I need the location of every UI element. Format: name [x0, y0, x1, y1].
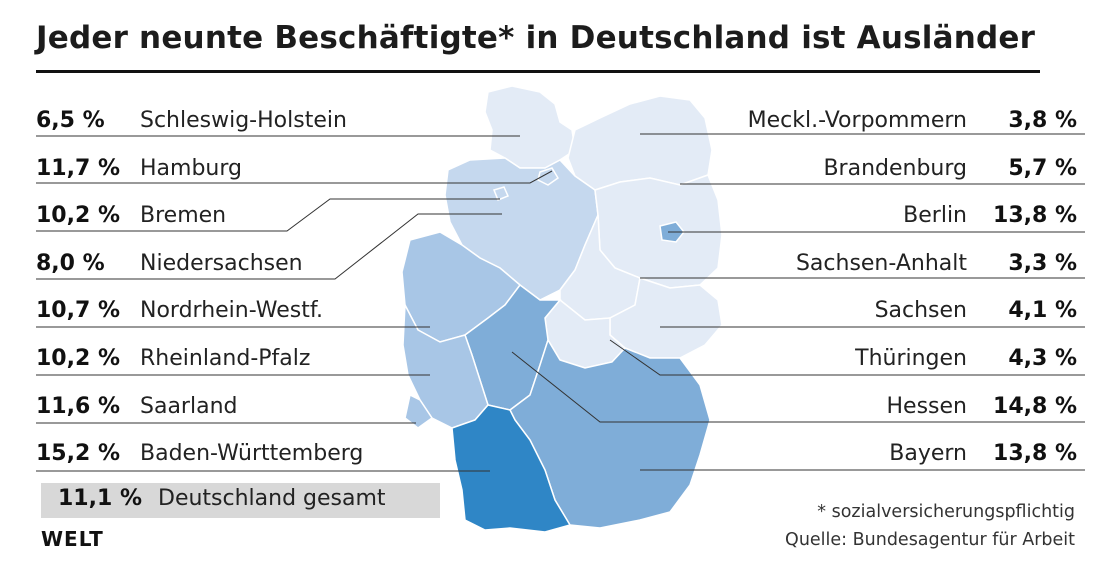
row-label: Bayern [889, 441, 967, 467]
welt-logo: WELT [41, 527, 104, 551]
row-label: Sachsen [874, 298, 967, 324]
row-value: 8,0 % [36, 250, 105, 276]
row-label: Berlin [903, 203, 967, 229]
row-value: 14,8 % [993, 393, 1077, 419]
row-label: Saarland [140, 393, 238, 419]
row-label: Niedersachsen [140, 250, 303, 276]
leader-hamburg [36, 170, 553, 184]
total-value: 11,1 % [58, 486, 142, 511]
total-box: 11,1 % Deutschland gesamt [41, 483, 440, 518]
footnote: * sozialversicherungspflichtig [817, 502, 1075, 522]
row-value: 3,3 % [1008, 250, 1077, 276]
row-label: Brandenburg [823, 155, 967, 181]
row-label: Nordrhein-Westf. [140, 298, 324, 324]
row-value: 5,7 % [1008, 155, 1077, 181]
row-label: Schleswig-Holstein [140, 108, 347, 133]
row-value: 15,2 % [36, 441, 120, 467]
row-bayern: 13,8 % Bayern [640, 433, 1077, 473]
region-baden-wuerttemberg [451, 404, 572, 533]
row-rheinland-pfalz: 10,2 % Rheinland-Pfalz [36, 338, 456, 378]
row-label: Rheinland-Pfalz [140, 346, 311, 371]
row-nordrhein-westf: 10,7 % Nordrhein-Westf. [36, 290, 456, 330]
row-niedersachsen: 8,0 % Niedersachsen [36, 243, 456, 283]
row-value: 4,3 % [1008, 346, 1077, 371]
row-label: Baden-Württemberg [140, 441, 364, 467]
row-meckl-vorpommern: 3,8 % Meckl.-Vorpommern [640, 100, 1077, 140]
row-label: Hamburg [140, 155, 242, 181]
leader-thueringen [609, 339, 1085, 376]
row-label: Bremen [140, 203, 227, 229]
row-value: 3,8 % [1008, 108, 1077, 133]
row-value: 10,7 % [36, 298, 120, 324]
row-value: 10,2 % [36, 346, 120, 371]
row-label: Thüringen [855, 346, 967, 371]
row-brandenburg: 5,7 % Brandenburg [640, 148, 1077, 188]
total-label: Deutschland gesamt [158, 486, 386, 511]
row-value: 6,5 % [36, 108, 105, 133]
row-bremen: 10,2 % Bremen [36, 195, 456, 235]
leader-lines-right [511, 133, 1085, 471]
row-label: Hessen [886, 393, 967, 419]
row-saarland: 11,6 % Saarland [36, 386, 456, 426]
chart-title: Jeder neunte Beschäftigte* in Deutschlan… [36, 20, 1036, 56]
row-berlin: 13,8 % Berlin [640, 195, 1077, 235]
row-value: 13,8 % [993, 441, 1077, 467]
row-label: Meckl.-Vorpommern [747, 108, 967, 133]
row-value: 13,8 % [993, 203, 1077, 229]
row-hessen: 14,8 % Hessen [640, 386, 1077, 426]
source-note: Quelle: Bundesagentur für Arbeit [785, 530, 1075, 550]
region-bremen [492, 186, 510, 201]
row-hamburg: 11,7 % Hamburg [36, 148, 456, 188]
row-value: 11,6 % [36, 393, 120, 419]
region-saarland [404, 393, 434, 429]
row-value: 11,7 % [36, 155, 120, 181]
row-value: 4,1 % [1008, 298, 1077, 324]
row-label: Sachsen-Anhalt [795, 250, 967, 276]
leader-lines-left [36, 135, 553, 472]
row-thueringen: 4,3 % Thüringen [640, 338, 1077, 378]
row-sachsen: 4,1 % Sachsen [640, 290, 1077, 330]
leader-niedersachsen [36, 213, 502, 280]
leader-hessen [511, 351, 1085, 423]
row-baden-wuerttemberg: 15,2 % Baden-Württemberg [36, 433, 456, 473]
row-value: 10,2 % [36, 203, 120, 229]
region-schleswig-holstein [484, 85, 576, 169]
row-sachsen-anhalt: 3,3 % Sachsen-Anhalt [640, 243, 1077, 283]
title-underline [36, 70, 1040, 73]
leader-bremen [36, 198, 500, 232]
row-schleswig-holstein: 6,5 % Schleswig-Holstein [36, 100, 456, 140]
